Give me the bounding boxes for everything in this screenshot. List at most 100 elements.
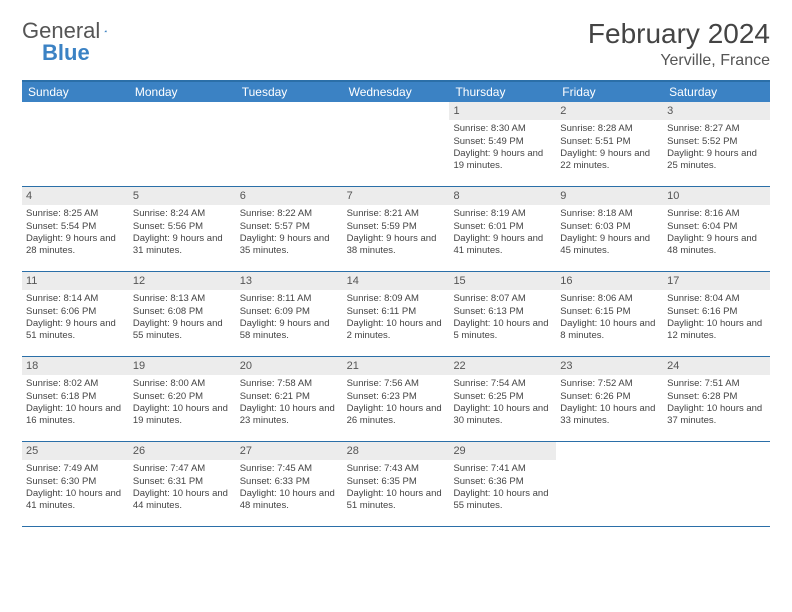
day-cell: 20Sunrise: 7:58 AMSunset: 6:21 PMDayligh…: [236, 357, 343, 441]
day-number: 26: [129, 442, 236, 460]
sunset-text: Sunset: 6:35 PM: [347, 476, 446, 488]
day-header: Tuesday: [236, 82, 343, 102]
daylight-text: Daylight: 10 hours and 12 minutes.: [667, 318, 766, 343]
sunset-text: Sunset: 6:18 PM: [26, 391, 125, 403]
sunset-text: Sunset: 6:15 PM: [560, 306, 659, 318]
day-cell: 25 Sunrise: 7:49 AMSunset: 6:30 PMDayligh…: [22, 442, 129, 526]
sunrise-text: Sunrise: 8:27 AM: [667, 123, 766, 135]
day-cell: [129, 102, 236, 186]
day-number: 27: [236, 442, 343, 460]
day-cell: 14 Sunrise: 8:09 AMSunset: 6:11 PMDayligh…: [343, 272, 450, 356]
daylight-text: Daylight: 9 hours and 48 minutes.: [667, 233, 766, 258]
sunrise-text: Sunrise: 7:49 AM: [26, 463, 125, 475]
daylight-text: Daylight: 10 hours and 23 minutes.: [240, 403, 339, 428]
day-header: Thursday: [449, 82, 556, 102]
sunset-text: Sunset: 6:20 PM: [133, 391, 232, 403]
day-header-row: SundayMondayTuesdayWednesdayThursdayFrid…: [22, 82, 770, 102]
day-number: 29: [449, 442, 556, 460]
day-cell: 8Sunrise: 8:19 AMSunset: 6:01 PMDaylight…: [449, 187, 556, 271]
day-number: 9: [556, 187, 663, 205]
sunrise-text: Sunrise: 8:14 AM: [26, 293, 125, 305]
daylight-text: Daylight: 9 hours and 31 minutes.: [133, 233, 232, 258]
day-number: 21: [343, 357, 450, 375]
sunset-text: Sunset: 5:54 PM: [26, 221, 125, 233]
daylight-text: Daylight: 9 hours and 41 minutes.: [453, 233, 552, 258]
sunset-text: Sunset: 6:03 PM: [560, 221, 659, 233]
sunset-text: Sunset: 6:11 PM: [347, 306, 446, 318]
daylight-text: Daylight: 10 hours and 30 minutes.: [453, 403, 552, 428]
day-cell: 6Sunrise: 8:22 AMSunset: 5:57 PMDaylight…: [236, 187, 343, 271]
day-number: 14: [343, 272, 450, 290]
sunrise-text: Sunrise: 7:43 AM: [347, 463, 446, 475]
daylight-text: Daylight: 9 hours and 19 minutes.: [453, 148, 552, 173]
day-cell: 21Sunrise: 7:56 AMSunset: 6:23 PMDayligh…: [343, 357, 450, 441]
day-number: 12: [129, 272, 236, 290]
sunset-text: Sunset: 5:52 PM: [667, 136, 766, 148]
day-cell: 23Sunrise: 7:52 AMSunset: 6:26 PMDayligh…: [556, 357, 663, 441]
day-number: 4: [22, 187, 129, 205]
sunset-text: Sunset: 6:09 PM: [240, 306, 339, 318]
day-number: 22: [449, 357, 556, 375]
week-row: 1Sunrise: 8:30 AMSunset: 5:49 PMDaylight…: [22, 102, 770, 187]
day-number: 17: [663, 272, 770, 290]
sunset-text: Sunset: 6:23 PM: [347, 391, 446, 403]
day-number: 1: [449, 102, 556, 120]
day-number: 5: [129, 187, 236, 205]
sunset-text: Sunset: 5:59 PM: [347, 221, 446, 233]
day-number: 24: [663, 357, 770, 375]
sunrise-text: Sunrise: 8:28 AM: [560, 123, 659, 135]
sunset-text: Sunset: 6:31 PM: [133, 476, 232, 488]
day-number: 19: [129, 357, 236, 375]
day-cell: [663, 442, 770, 526]
day-number: 11: [22, 272, 129, 290]
daylight-text: Daylight: 9 hours and 22 minutes.: [560, 148, 659, 173]
day-number: 15: [449, 272, 556, 290]
day-number: 6: [236, 187, 343, 205]
sunset-text: Sunset: 6:30 PM: [26, 476, 125, 488]
day-header: Saturday: [663, 82, 770, 102]
sunrise-text: Sunrise: 7:52 AM: [560, 378, 659, 390]
sunrise-text: Sunrise: 8:06 AM: [560, 293, 659, 305]
day-number: 25: [22, 442, 129, 460]
sunrise-text: Sunrise: 8:21 AM: [347, 208, 446, 220]
day-number: 7: [343, 187, 450, 205]
logo-text-2: Blue: [42, 40, 90, 66]
sunrise-text: Sunrise: 8:22 AM: [240, 208, 339, 220]
sunrise-text: Sunrise: 7:41 AM: [453, 463, 552, 475]
day-number: 23: [556, 357, 663, 375]
daylight-text: Daylight: 10 hours and 37 minutes.: [667, 403, 766, 428]
sunrise-text: Sunrise: 7:54 AM: [453, 378, 552, 390]
day-cell: [236, 102, 343, 186]
day-cell: 7Sunrise: 8:21 AMSunset: 5:59 PMDaylight…: [343, 187, 450, 271]
week-row: 18Sunrise: 8:02 AMSunset: 6:18 PMDayligh…: [22, 357, 770, 442]
day-cell: 3Sunrise: 8:27 AMSunset: 5:52 PMDaylight…: [663, 102, 770, 186]
daylight-text: Daylight: 9 hours and 45 minutes.: [560, 233, 659, 258]
sunrise-text: Sunrise: 8:00 AM: [133, 378, 232, 390]
day-cell: 2Sunrise: 8:28 AMSunset: 5:51 PMDaylight…: [556, 102, 663, 186]
page-header: General February 2024 Yerville, France: [22, 18, 770, 70]
day-cell: 12Sunrise: 8:13 AMSunset: 6:08 PMDayligh…: [129, 272, 236, 356]
day-cell: 9Sunrise: 8:18 AMSunset: 6:03 PMDaylight…: [556, 187, 663, 271]
day-number: 13: [236, 272, 343, 290]
sunrise-text: Sunrise: 7:56 AM: [347, 378, 446, 390]
daylight-text: Daylight: 10 hours and 51 minutes.: [347, 488, 446, 513]
sunrise-text: Sunrise: 8:09 AM: [347, 293, 446, 305]
sunrise-text: Sunrise: 8:02 AM: [26, 378, 125, 390]
day-header: Wednesday: [343, 82, 450, 102]
daylight-text: Daylight: 9 hours and 35 minutes.: [240, 233, 339, 258]
sunset-text: Sunset: 6:25 PM: [453, 391, 552, 403]
month-title: February 2024: [588, 18, 770, 50]
week-row: 11Sunrise: 8:14 AMSunset: 6:06 PMDayligh…: [22, 272, 770, 357]
daylight-text: Daylight: 10 hours and 2 minutes.: [347, 318, 446, 343]
day-number: 20: [236, 357, 343, 375]
daylight-text: Daylight: 10 hours and 55 minutes.: [453, 488, 552, 513]
daylight-text: Daylight: 10 hours and 48 minutes.: [240, 488, 339, 513]
day-header: Friday: [556, 82, 663, 102]
daylight-text: Daylight: 10 hours and 41 minutes.: [26, 488, 125, 513]
day-cell: 4Sunrise: 8:25 AMSunset: 5:54 PMDaylight…: [22, 187, 129, 271]
day-number: 8: [449, 187, 556, 205]
day-cell: 26Sunrise: 7:47 AMSunset: 6:31 PMDayligh…: [129, 442, 236, 526]
sunset-text: Sunset: 6:26 PM: [560, 391, 659, 403]
day-cell: [22, 102, 129, 186]
daylight-text: Daylight: 9 hours and 55 minutes.: [133, 318, 232, 343]
